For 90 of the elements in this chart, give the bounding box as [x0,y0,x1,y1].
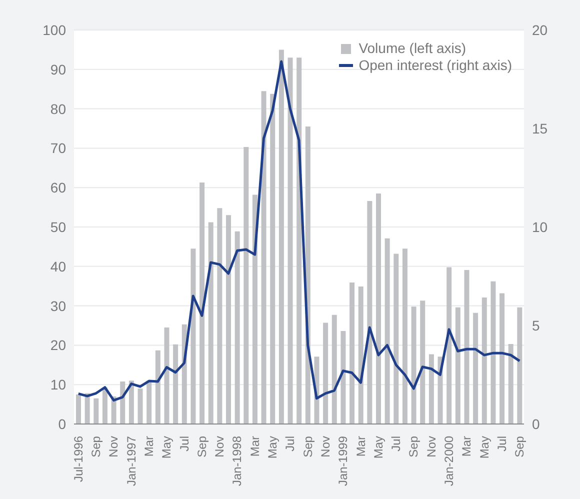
bar [394,254,399,424]
bar [76,394,81,424]
x-tick-label: Jul [494,436,509,452]
bar [376,194,381,424]
bar [138,388,143,424]
bar [384,238,390,424]
bar [455,307,460,424]
bar [146,380,152,424]
legend-label: Volume (left axis) [358,40,466,57]
y-tick-label: 90 [50,61,66,78]
x-tick-label: Sep [512,436,527,458]
y-tick-label: 100 [42,22,66,38]
bar [340,331,346,424]
x-tick-label: Jan-2000 [442,436,456,486]
x-tick-label: Jan-1998 [230,436,244,486]
x-tick-label: Sep [194,436,209,458]
bar [217,208,222,424]
x-tick-label: Mar [248,436,262,457]
x-tick-label: Jan-1997 [124,436,138,486]
y2-tick-label: 10 [532,218,548,235]
bar [464,270,470,424]
y-tick-label: 50 [50,218,66,235]
bar [102,387,108,424]
x-tick-label: Nov [212,436,227,458]
bar [482,298,487,424]
y-tick-label: 40 [50,258,66,274]
x-tick-label: Jul-1996 [71,436,86,482]
bar [358,286,364,424]
bar [208,222,214,424]
y2-tick-label: 5 [532,317,540,334]
y2-tick-label: 20 [532,22,548,38]
x-tick-label: Mar [460,436,474,457]
bar [252,194,258,424]
bar [234,231,240,424]
x-tick-label: Jan-1999 [336,436,350,486]
bar [155,350,160,424]
bar [350,282,355,424]
bar [367,200,372,424]
bar [270,94,276,424]
y-tick-label: 60 [50,180,66,196]
x-tick-label: Sep [89,436,104,458]
bar [473,312,478,424]
bar [288,58,293,424]
x-tick-label: Jul [177,436,192,452]
legend-label: Open interest (right axis) [358,57,512,74]
y-tick-label: 10 [50,376,66,393]
bar [420,300,426,424]
x-tick-label: Mar [142,436,156,457]
bar [517,307,522,424]
bar [278,50,284,424]
x-tick-label: Nov [424,436,438,458]
y2-tick-label: 0 [532,416,540,432]
bar [332,314,337,424]
x-tick-label: Jul [283,436,298,452]
bar [200,182,205,424]
bar [508,344,514,424]
bar [173,344,178,424]
bar [120,381,126,424]
x-tick-label: May [266,436,280,459]
bar [190,248,196,424]
bar [296,58,302,424]
bar [411,306,416,424]
x-tick-label: Mar [354,436,368,457]
bar [402,248,408,424]
x-tick-label: Nov [106,436,121,458]
y-tick-label: 70 [50,140,66,156]
x-tick-label: May [160,436,174,459]
y2-tick-label: 15 [532,120,548,136]
bar [428,354,434,424]
bar [128,380,134,424]
bar [261,91,266,424]
y-tick-label: 80 [50,100,66,117]
y-tick-label: 20 [50,337,66,354]
bar [226,215,231,424]
bar [490,281,496,424]
bar [164,327,170,424]
x-tick-label: May [371,436,386,459]
x-tick-label: Jul [389,436,404,452]
bar [323,322,328,424]
x-tick-label: Sep [406,436,421,458]
bar [500,293,505,424]
line-series [77,60,521,402]
x-tick-label: Sep [300,436,315,458]
x-tick-label: May [477,436,492,459]
x-tick-label: Nov [318,436,332,458]
y-tick-label: 0 [58,416,66,432]
bar [446,267,452,424]
bar [244,147,249,424]
y-tick-label: 30 [50,298,66,314]
bar [94,398,99,424]
